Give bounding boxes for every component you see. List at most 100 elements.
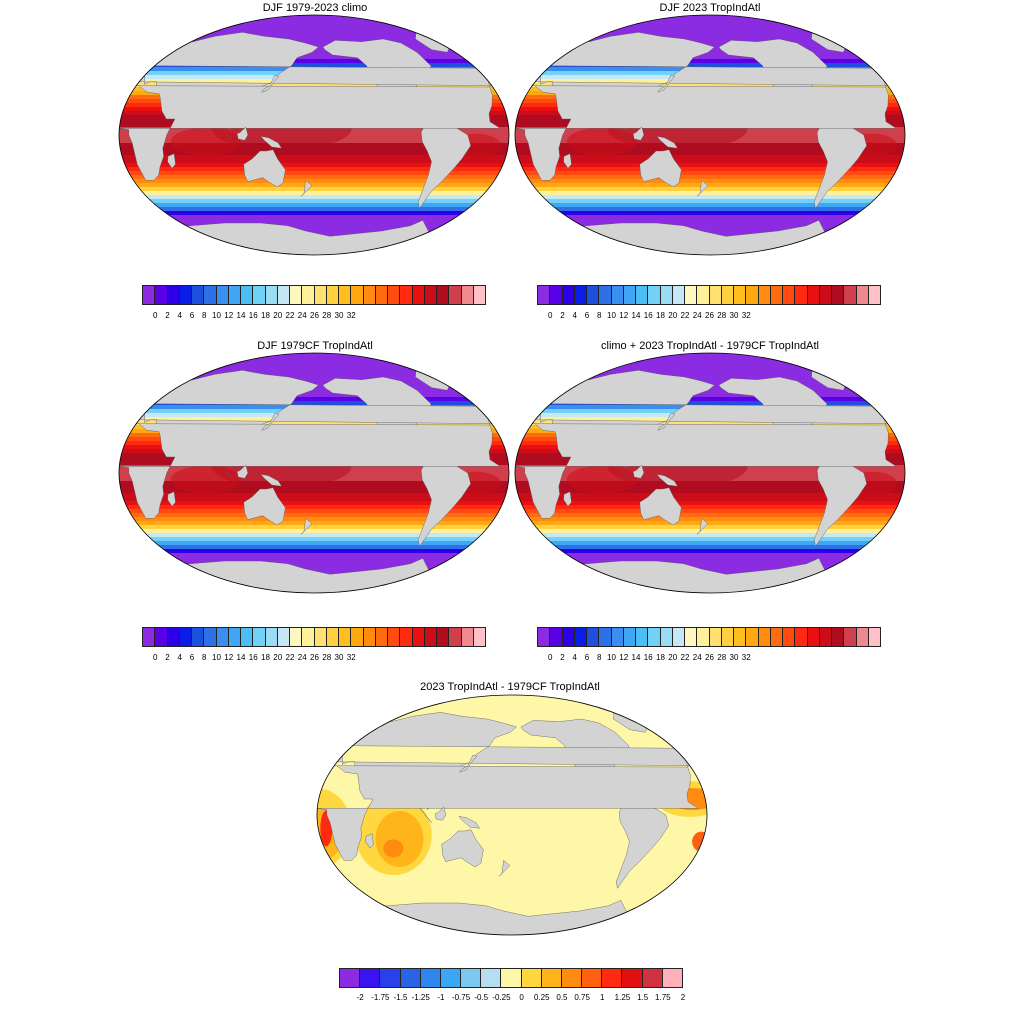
colorbar-tick-label: 30 [334, 653, 344, 662]
colorbar-swatch [647, 285, 661, 305]
land-mass [365, 833, 374, 849]
colorbar-swatch [359, 968, 381, 988]
land-mass [243, 487, 286, 526]
land-mass [300, 179, 313, 197]
colorbar-tick-label: 6 [189, 311, 195, 320]
colorbar-swatch [191, 285, 205, 305]
colorbar-tick-label: 28 [322, 653, 332, 662]
colorbar-tick-label: 18 [261, 311, 270, 320]
land-mass [696, 179, 709, 197]
colorbar-tick-label: 30 [729, 653, 739, 662]
colorbar-swatch [806, 627, 820, 647]
colorbar-swatch [843, 285, 857, 305]
colorbar-swatch [240, 285, 254, 305]
colorbar-swatch [191, 627, 205, 647]
land-mass [617, 466, 631, 482]
colorbar-swatch [313, 285, 327, 305]
colorbar-swatch [794, 285, 808, 305]
land-mass [874, 395, 885, 407]
colorbar-tick-label: 14 [236, 653, 246, 662]
colorbar [142, 285, 486, 305]
colorbar-tick-label: 24 [692, 311, 702, 320]
colorbar-tick-label: 0 [519, 993, 524, 1002]
colorbar-tick-label: -1 [437, 993, 445, 1002]
colorbar-swatch [733, 627, 747, 647]
colorbar-tick-label: 10 [607, 653, 616, 662]
land-mass [236, 126, 249, 141]
colorbar-tick-label: 8 [597, 311, 602, 320]
colorbar-swatch [154, 627, 168, 647]
colorbar-tick-label: -0.75 [451, 993, 471, 1002]
colorbar-tick-label: 16 [248, 311, 258, 320]
colorbar-swatch [472, 627, 486, 647]
colorbar-swatch [411, 285, 425, 305]
anomaly-map [316, 694, 708, 936]
colorbar-tick-label: 32 [741, 653, 751, 662]
colorbar-tick-label: 14 [236, 311, 246, 320]
colorbar-tick-label: 22 [680, 653, 690, 662]
colorbar-swatch [460, 627, 474, 647]
colorbar-tick-label: 12 [619, 653, 629, 662]
colorbar-swatch [240, 627, 254, 647]
colorbar-swatch [350, 627, 364, 647]
land-mass [515, 423, 897, 519]
colorbar-swatch [806, 285, 820, 305]
colorbar-swatch [696, 285, 710, 305]
colorbar-swatch [598, 627, 612, 647]
colorbar-swatch [264, 285, 278, 305]
land-mass [515, 85, 897, 181]
colorbar-swatch [142, 627, 156, 647]
land-mass [434, 806, 447, 821]
colorbar-swatch [178, 627, 192, 647]
colorbar-tick-label: -1.5 [393, 993, 408, 1002]
land-mass [563, 491, 572, 507]
colorbar-swatch [166, 285, 180, 305]
colorbar-tick-label: 1.5 [637, 993, 649, 1002]
colorbar-tick-label: 8 [202, 653, 207, 662]
colorbar-swatch [661, 968, 683, 988]
colorbar-tick-label: 26 [310, 311, 319, 320]
colorbar-swatch [818, 285, 832, 305]
colorbar-swatch [818, 627, 832, 647]
colorbar-swatch [399, 627, 413, 647]
colorbar-swatch [301, 285, 315, 305]
colorbar-swatch [500, 968, 522, 988]
colorbar-swatch [362, 627, 376, 647]
colorbar-swatch [745, 627, 759, 647]
land-mass [498, 859, 511, 877]
colorbar-swatch [684, 627, 698, 647]
colorbar-swatch [586, 285, 600, 305]
land-mass [261, 74, 280, 93]
land-mass [639, 149, 682, 188]
colorbar-tick-label: 12 [619, 311, 629, 320]
colorbar-swatch [757, 627, 771, 647]
colorbar-swatch [252, 627, 266, 647]
colorbar-swatch [671, 285, 685, 305]
colorbar-swatch [227, 285, 241, 305]
colorbar-swatch [411, 627, 425, 647]
land-mass [300, 517, 313, 535]
colorbar-tick-label: 8 [202, 311, 207, 320]
land-mass [260, 474, 282, 487]
colorbar-swatch [671, 627, 685, 647]
colorbar-tick-label: 8 [597, 653, 602, 662]
colorbar-swatch [480, 968, 502, 988]
colorbar-swatch [399, 285, 413, 305]
colorbar-swatch [387, 285, 401, 305]
colorbar-swatch [203, 627, 217, 647]
colorbar-swatch [472, 285, 486, 305]
colorbar-swatch [374, 627, 388, 647]
colorbar-swatch [549, 285, 563, 305]
colorbar-tick-label: 6 [189, 653, 195, 662]
colorbar-tick-label: 26 [310, 653, 319, 662]
land-mass [632, 464, 645, 479]
colorbar-tick-label: 32 [741, 311, 751, 320]
colorbar-swatch [252, 285, 266, 305]
colorbar-swatch [635, 627, 649, 647]
land-mass [563, 153, 572, 169]
colorbar-tick-label: 4 [572, 653, 577, 662]
land-mass [696, 517, 709, 535]
colorbar-swatch [276, 285, 290, 305]
colorbar-tick-label: 0 [153, 653, 158, 662]
land-mass [632, 126, 645, 141]
